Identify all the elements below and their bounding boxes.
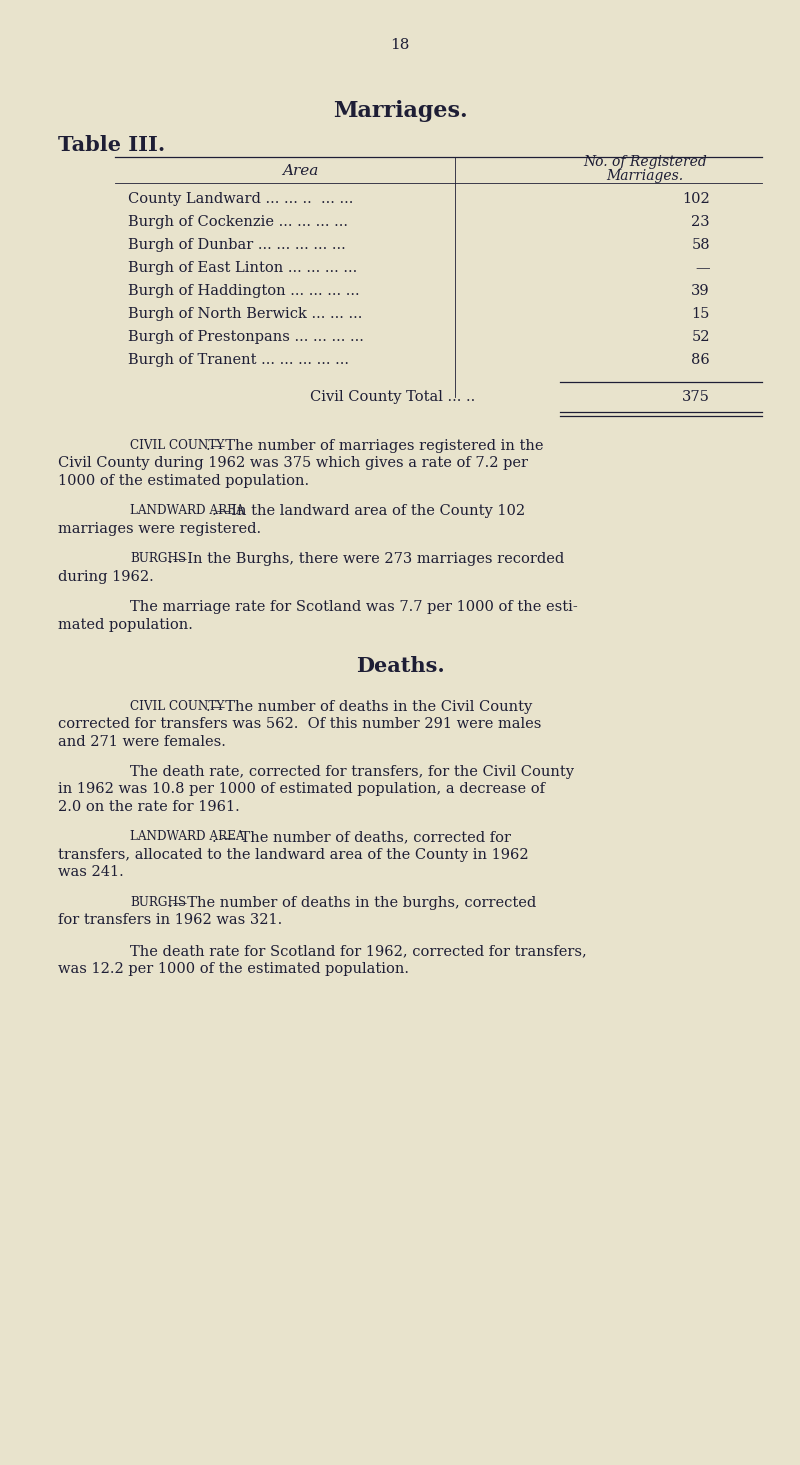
Text: Area: Area [282, 164, 318, 179]
Text: LANDWARD AREA: LANDWARD AREA [130, 831, 245, 844]
Text: CIVIL COUNTY: CIVIL COUNTY [130, 699, 224, 712]
Text: BURGHS: BURGHS [130, 552, 186, 565]
Text: 23: 23 [691, 215, 710, 229]
Text: CIVIL COUNTY: CIVIL COUNTY [130, 440, 224, 453]
Text: The marriage rate for Scotland was 7.7 per 1000 of the esti-: The marriage rate for Scotland was 7.7 p… [130, 601, 578, 614]
Text: 58: 58 [691, 237, 710, 252]
Text: transfers, allocated to the landward area of the County in 1962: transfers, allocated to the landward are… [58, 848, 529, 861]
Text: in 1962 was 10.8 per 1000 of estimated population, a decrease of: in 1962 was 10.8 per 1000 of estimated p… [58, 782, 545, 797]
Text: .—In the landward area of the County 102: .—In the landward area of the County 102 [212, 504, 525, 519]
Text: during 1962.: during 1962. [58, 570, 154, 585]
Text: —: — [695, 261, 710, 275]
Text: 52: 52 [691, 330, 710, 344]
Text: Burgh of Tranent ... ... ... ... ...: Burgh of Tranent ... ... ... ... ... [128, 353, 349, 368]
Text: Table III.: Table III. [58, 135, 166, 155]
Text: .—The number of marriages registered in the: .—The number of marriages registered in … [206, 440, 543, 453]
Text: BURGHS: BURGHS [130, 897, 186, 908]
Text: 39: 39 [691, 284, 710, 297]
Text: was 241.: was 241. [58, 866, 124, 879]
Text: Marriages.: Marriages. [333, 100, 467, 122]
Text: No. of Registered: No. of Registered [583, 155, 707, 168]
Text: mated population.: mated population. [58, 618, 193, 631]
Text: 15: 15 [692, 308, 710, 321]
Text: Burgh of Prestonpans ... ... ... ...: Burgh of Prestonpans ... ... ... ... [128, 330, 364, 344]
Text: .—The number of deaths in the burghs, corrected: .—The number of deaths in the burghs, co… [168, 897, 536, 910]
Text: The death rate for Scotland for 1962, corrected for transfers,: The death rate for Scotland for 1962, co… [130, 943, 586, 958]
Text: corrected for transfers was 562.  Of this number 291 were males: corrected for transfers was 562. Of this… [58, 716, 542, 731]
Text: 102: 102 [682, 192, 710, 207]
Text: . — The number of deaths, corrected for: . — The number of deaths, corrected for [212, 831, 511, 844]
Text: Burgh of North Berwick ... ... ...: Burgh of North Berwick ... ... ... [128, 308, 362, 321]
Text: County Landward ... ... ..  ... ...: County Landward ... ... .. ... ... [128, 192, 354, 207]
Text: for transfers in 1962 was 321.: for transfers in 1962 was 321. [58, 914, 282, 927]
Text: .—The number of deaths in the Civil County: .—The number of deaths in the Civil Coun… [206, 699, 532, 713]
Text: Deaths.: Deaths. [356, 656, 444, 677]
Text: Marriages.: Marriages. [606, 168, 683, 183]
Text: 2.0 on the rate for 1961.: 2.0 on the rate for 1961. [58, 800, 240, 815]
Text: 18: 18 [390, 38, 410, 51]
Text: LANDWARD AREA: LANDWARD AREA [130, 504, 245, 517]
Text: Civil County during 1962 was 375 which gives a rate of 7.2 per: Civil County during 1962 was 375 which g… [58, 457, 528, 470]
Text: was 12.2 per 1000 of the estimated population.: was 12.2 per 1000 of the estimated popul… [58, 961, 409, 976]
Text: and 271 were females.: and 271 were females. [58, 734, 226, 749]
Text: Burgh of Haddington ... ... ... ...: Burgh of Haddington ... ... ... ... [128, 284, 360, 297]
Text: Civil County Total ... ..: Civil County Total ... .. [310, 390, 475, 404]
Text: marriages were registered.: marriages were registered. [58, 522, 261, 536]
Text: 86: 86 [691, 353, 710, 368]
Text: .—In the Burghs, there were 273 marriages recorded: .—In the Burghs, there were 273 marriage… [168, 552, 564, 567]
Text: 375: 375 [682, 390, 710, 404]
Text: Burgh of Cockenzie ... ... ... ...: Burgh of Cockenzie ... ... ... ... [128, 215, 348, 229]
Text: Burgh of East Linton ... ... ... ...: Burgh of East Linton ... ... ... ... [128, 261, 358, 275]
Text: The death rate, corrected for transfers, for the Civil County: The death rate, corrected for transfers,… [130, 765, 574, 779]
Text: 1000 of the estimated population.: 1000 of the estimated population. [58, 475, 309, 488]
Text: Burgh of Dunbar ... ... ... ... ...: Burgh of Dunbar ... ... ... ... ... [128, 237, 346, 252]
